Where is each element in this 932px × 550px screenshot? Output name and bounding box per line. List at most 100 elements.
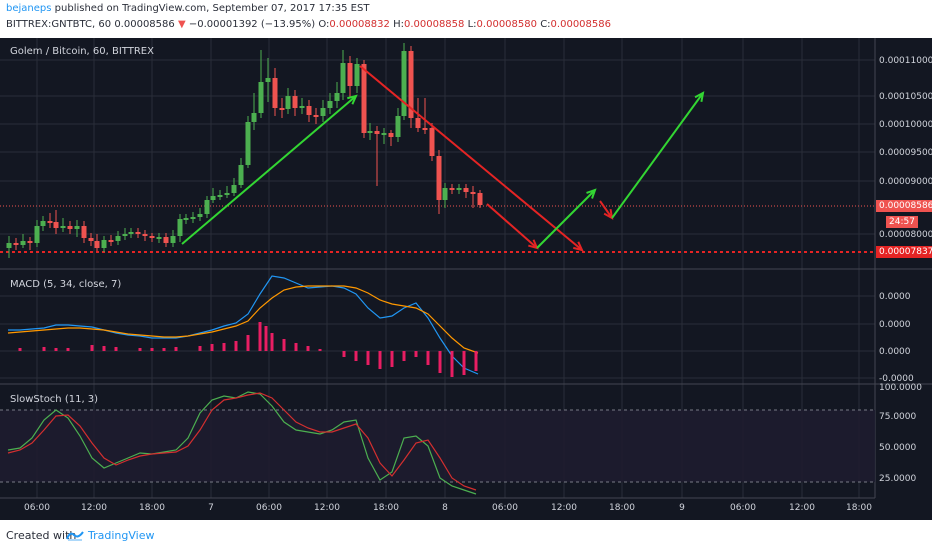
macd-histogram-bar [414, 351, 418, 357]
time-tick-label: 12:00 [314, 503, 340, 513]
candle-body [6, 243, 12, 248]
candle-body [149, 236, 155, 238]
price-tick-label: 0.00009500 [879, 148, 932, 158]
macd-histogram-bar [222, 343, 226, 351]
projection-arrow-pullback [599, 200, 613, 219]
candle-body [135, 232, 141, 234]
last-price: 0.00008586 [114, 19, 175, 30]
macd-histogram-bar [366, 351, 370, 365]
candle-body [470, 192, 476, 194]
projection-arrow-up [536, 189, 596, 249]
candle-body [327, 101, 333, 108]
stoch-tick-label: 100.0000 [879, 383, 922, 393]
high-label: H: [393, 19, 404, 30]
candle-body [436, 156, 442, 200]
candle-body [258, 82, 264, 113]
tradingview-link[interactable]: TradingView [88, 529, 155, 542]
change-down-icon: ▼ [177, 19, 186, 30]
drawings[interactable] [181, 65, 705, 252]
time-tick-label: 12:00 [81, 503, 107, 513]
projection-arrow-up-head [586, 188, 597, 199]
chart-canvas[interactable]: 0.00011000 0.00010500 0.00010000 0.00009500… [0, 38, 932, 520]
projection-arrow-down [486, 203, 538, 249]
candle-body [13, 243, 19, 245]
trend-arrow-up [181, 95, 357, 245]
candle-body [306, 106, 312, 115]
chart-area[interactable]: 0.00011000 0.00010500 0.00010000 0.00009500… [0, 38, 932, 520]
candle-body [34, 226, 40, 243]
macd-histogram-bar [234, 341, 238, 351]
candle-body [415, 118, 421, 128]
candle-body [108, 240, 114, 242]
close-label: C: [540, 19, 551, 30]
macd-histogram-bar [450, 351, 454, 377]
macd-histogram-bar [282, 339, 286, 351]
candle-body [142, 234, 148, 236]
macd-histogram-bar [438, 351, 442, 373]
macd-histogram-bar [174, 347, 178, 351]
candle-body [67, 226, 73, 229]
support-price-tag: 0.00007837 [876, 246, 932, 258]
price-tick-label: 0.00010000 [879, 120, 932, 130]
time-tick-label: 06:00 [256, 503, 282, 513]
candles [6, 43, 483, 258]
time-tick-label: 8 [442, 503, 448, 513]
candle-body [279, 108, 285, 110]
macd-histogram-bar [162, 348, 166, 351]
candle-body [217, 195, 223, 197]
macd-tick-label: -0.0000 [879, 374, 914, 384]
candle-body [442, 188, 448, 200]
candle-body [88, 238, 94, 241]
candle-body [115, 236, 121, 241]
candle-body [251, 113, 257, 122]
macd-histogram-bar [258, 322, 262, 351]
candle-body [422, 128, 428, 130]
macd-histogram-bar [354, 351, 358, 361]
macd-pane-title: MACD (5, 34, close, 7) [10, 279, 122, 290]
candle-body [361, 64, 367, 133]
candle-body [395, 116, 401, 137]
stoch-tick-label: 75.0000 [879, 412, 916, 422]
candle-body [449, 188, 455, 190]
candle-body [238, 165, 244, 185]
signal-line [7, 285, 479, 354]
time-tick-label: 7 [208, 503, 214, 513]
macd-histogram-bar [138, 348, 142, 351]
stoch-k-line [7, 391, 477, 495]
candle-body [367, 131, 373, 133]
candle-body [245, 122, 251, 165]
macd-histogram-bar [270, 333, 274, 351]
created-with-text: Created with [6, 529, 77, 542]
macd-histogram-bar [18, 348, 22, 351]
macd-histogram-bar [390, 351, 394, 367]
high-value: 0.00008858 [403, 19, 465, 30]
candle-body [285, 96, 291, 109]
candle-body [272, 78, 278, 108]
candle-body [53, 222, 59, 228]
candle-body [74, 226, 80, 229]
publisher-link[interactable]: bejaneps [6, 3, 52, 14]
stoch-indicator [7, 391, 477, 495]
candle-body [163, 237, 169, 243]
candle-body [340, 63, 346, 93]
candle-body [40, 221, 46, 226]
candle-body [156, 237, 162, 239]
macd-histogram-bar [264, 326, 268, 351]
close-value: 0.00008586 [550, 19, 611, 30]
candle-body [320, 108, 326, 116]
candle-body [265, 78, 271, 82]
stoch-pane-title: SlowStoch (11, 3) [10, 394, 99, 405]
candle-body [299, 106, 305, 108]
macd-histogram-bar [294, 343, 298, 351]
price-tick-label: 0.00009000 [879, 177, 932, 187]
candle-body [81, 226, 87, 238]
symbol-line: BITTREX:GNTBTC, 60 [6, 19, 112, 30]
candle-body [408, 51, 414, 118]
open-value: 0.00008832 [329, 19, 390, 30]
low-value: 0.00008580 [476, 19, 537, 30]
time-tick-label: 18:00 [609, 503, 635, 513]
macd-tick-label: 0.0000 [879, 320, 911, 330]
candle-body [122, 234, 128, 236]
projection-arrow-target [611, 92, 704, 219]
publish-info: bejaneps published on TradingView.com, S… [6, 3, 369, 14]
